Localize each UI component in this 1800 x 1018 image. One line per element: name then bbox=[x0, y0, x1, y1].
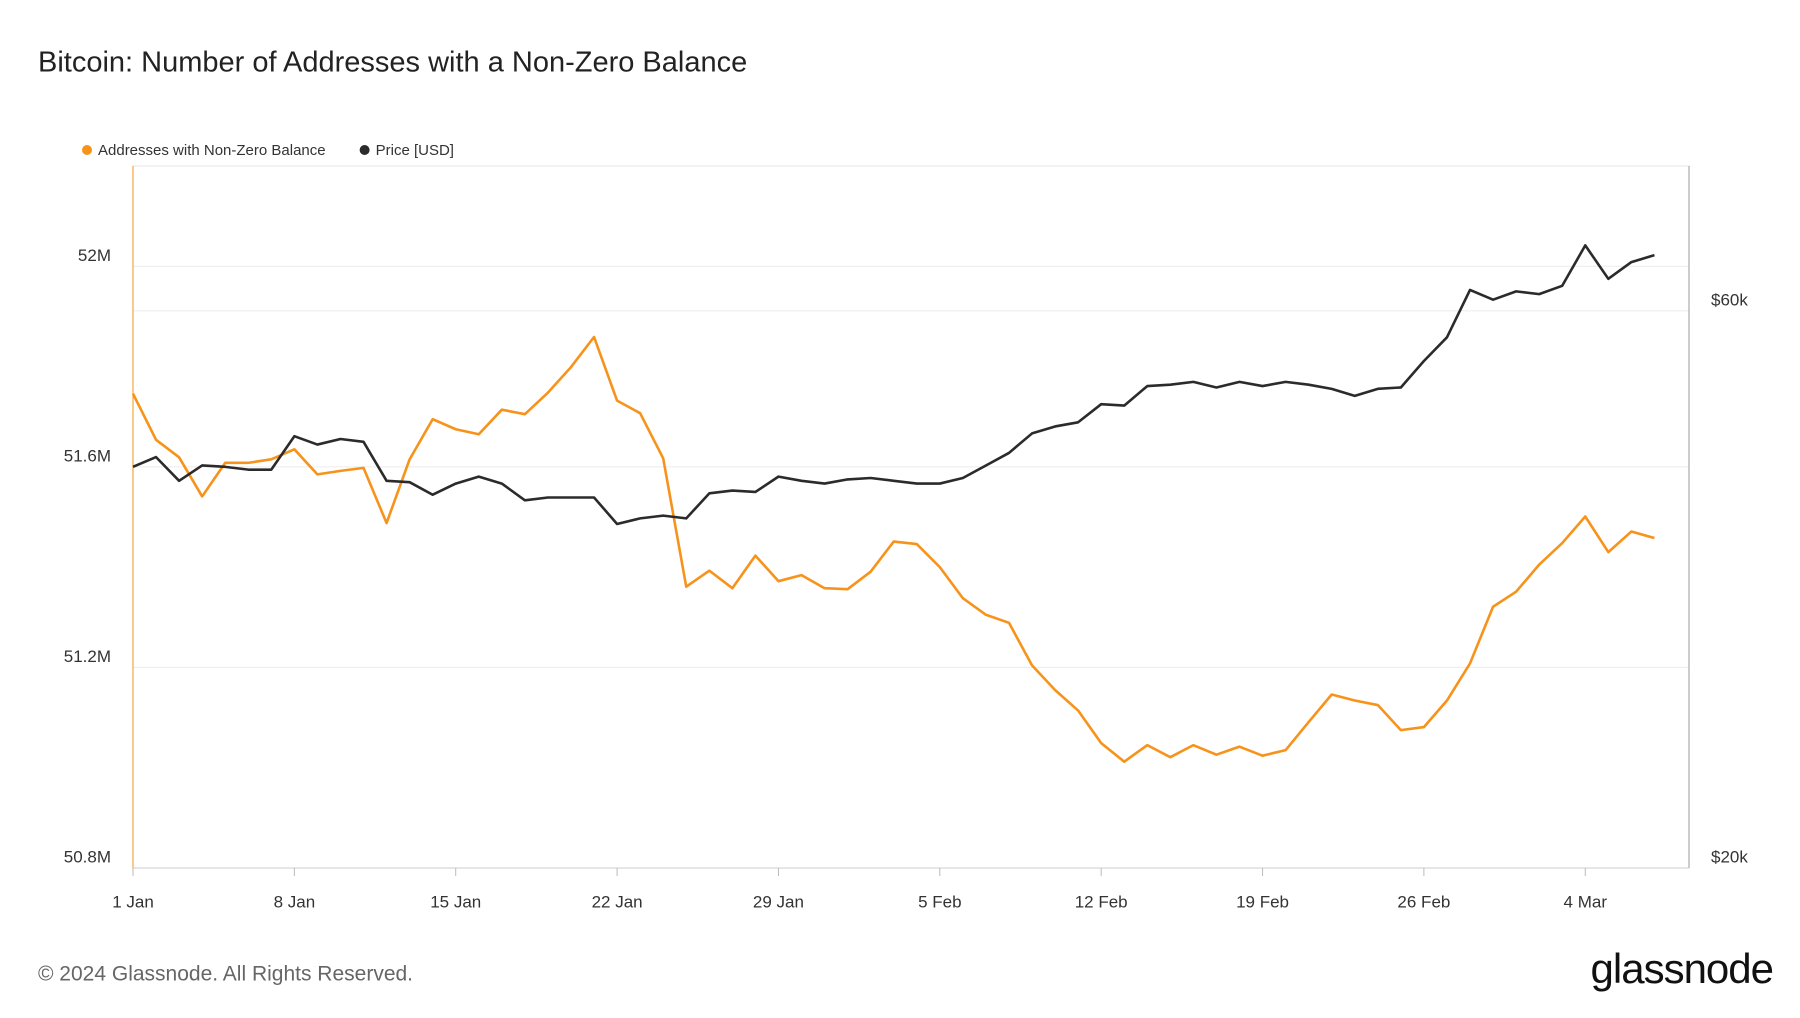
y-tick-label: 51.2M bbox=[64, 647, 111, 666]
brand-logo: glassnode bbox=[1591, 945, 1773, 992]
legend-marker bbox=[82, 145, 92, 155]
x-tick-label: 5 Feb bbox=[918, 892, 961, 911]
legend-label: Addresses with Non-Zero Balance bbox=[98, 142, 326, 159]
x-tick-label: 22 Jan bbox=[592, 892, 643, 911]
x-tick-label: 29 Jan bbox=[753, 892, 804, 911]
y-tick-label: 51.6M bbox=[64, 446, 111, 465]
x-tick-label: 19 Feb bbox=[1236, 892, 1289, 911]
x-tick-label: 15 Jan bbox=[430, 892, 481, 911]
legend-label: Price [USD] bbox=[376, 142, 454, 159]
y2-tick-label: $20k bbox=[1711, 847, 1748, 866]
y-tick-label: 52M bbox=[78, 246, 111, 265]
x-tick-label: 1 Jan bbox=[112, 892, 154, 911]
x-tick-label: 26 Feb bbox=[1397, 892, 1450, 911]
plot-area bbox=[132, 165, 1690, 869]
chart-title: Bitcoin: Number of Addresses with a Non-… bbox=[38, 47, 747, 79]
x-tick-label: 8 Jan bbox=[274, 892, 316, 911]
series-line bbox=[132, 244, 1655, 526]
x-tick-label: 12 Feb bbox=[1075, 892, 1128, 911]
y2-tick-label: $60k bbox=[1711, 290, 1748, 309]
legend-marker bbox=[359, 145, 370, 155]
series-line bbox=[131, 335, 1655, 763]
footer: © 2024 Glassnode. All Rights Reserved. bbox=[38, 963, 413, 986]
y-tick-label: 50.8M bbox=[64, 847, 111, 866]
x-tick-label: 4 Mar bbox=[1564, 892, 1608, 911]
